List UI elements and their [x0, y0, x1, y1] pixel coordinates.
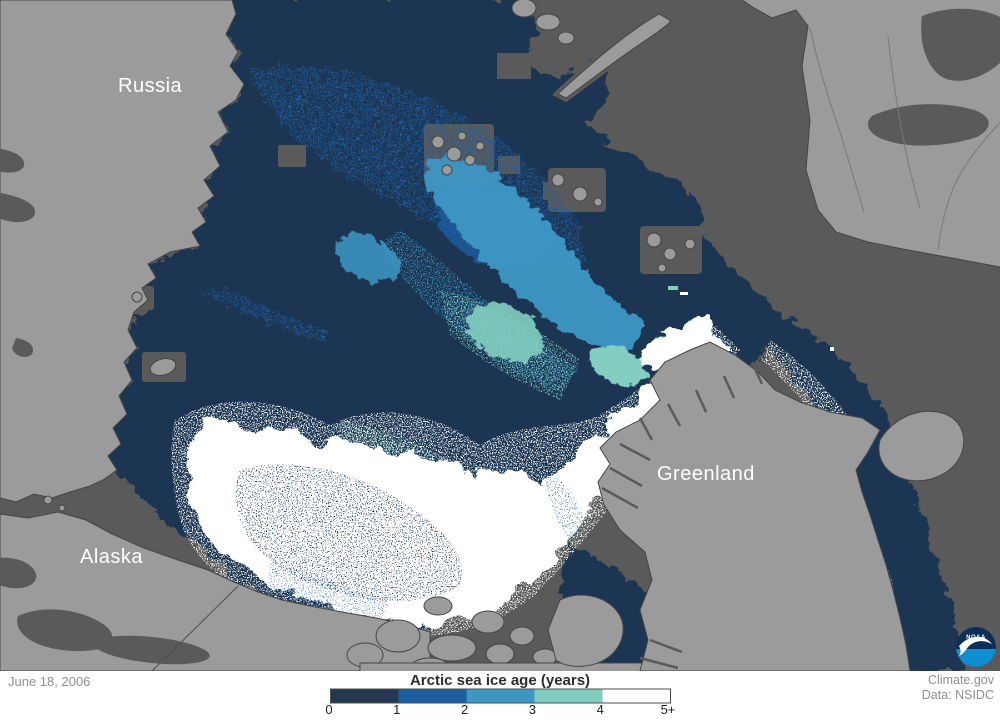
date-label: June 18, 2006	[8, 674, 91, 689]
gulf-of-bothnia	[867, 104, 989, 146]
russia-coastal-waters	[0, 148, 36, 357]
colorbar-tick-4: 4	[596, 702, 604, 717]
label-alaska: Alaska	[80, 546, 143, 568]
colorbar-swatch-1	[398, 689, 467, 703]
credit-data-source: Data: NSIDC	[921, 687, 994, 702]
land-greenland	[597, 341, 911, 671]
svalbard	[646, 232, 696, 273]
severnaya-zemlya	[511, 0, 537, 18]
colorbar-swatch-0	[330, 689, 399, 703]
greenland-fjords	[601, 361, 764, 670]
island	[58, 504, 66, 512]
wrangel-island	[149, 358, 177, 376]
ice-lightblue-band	[424, 156, 646, 350]
colorbar-tick-2: 2	[460, 702, 469, 717]
island	[43, 495, 53, 505]
colorbar-tick-3: 3	[528, 702, 536, 717]
canadian-archipelago-islands	[346, 594, 661, 671]
label-greenland: Greenland	[657, 463, 755, 485]
ice-blue-speckle-coastal	[268, 560, 390, 625]
island	[131, 291, 143, 303]
ice-blue-speckle-nares	[545, 470, 585, 540]
colorbar-border	[330, 688, 671, 704]
ice-white-ne-greenland	[642, 315, 715, 372]
iceland	[878, 410, 965, 482]
colorbar-swatch-2	[466, 689, 535, 703]
ice-east-greenland-band	[762, 318, 965, 671]
arctic-map-svg: Russia Alaska Greenland NOAA	[0, 0, 1000, 671]
label-russia: Russia	[118, 75, 183, 97]
alaska-canada-border-line	[151, 585, 239, 671]
country-borders	[809, 27, 1000, 251]
arctic-islands	[131, 0, 965, 482]
legend-colorbar: 0 1 2 3 4 5+	[314, 671, 686, 720]
colorbar-tick-1: 1	[393, 702, 401, 717]
noaa-logo: NOAA	[956, 627, 996, 668]
colorbar-tick-0: 0	[325, 702, 333, 717]
colorbar-swatch-3	[534, 689, 603, 703]
colorbar-svg	[330, 688, 671, 704]
scandinavia-inland-seas	[867, 8, 1000, 146]
credit-block: Climate.gov Data: NSIDC	[922, 673, 994, 702]
arctic-map: Russia Alaska Greenland NOAA	[0, 0, 1000, 671]
franz-josef-land	[431, 131, 485, 176]
colorbar-tick-5: 5+	[660, 702, 676, 717]
land-russia	[0, 0, 245, 503]
land-masses	[0, 0, 1000, 671]
noaa-logo-text: NOAA	[966, 635, 986, 641]
footer-bar: June 18, 2006 Arctic sea ice age (years)…	[0, 671, 1000, 720]
colorbar-swatch-4	[602, 689, 671, 703]
land-ellesmere	[547, 594, 624, 667]
ice-navy-speckle-on-white	[235, 464, 462, 602]
noaa-seagull-icon	[959, 636, 992, 656]
credit-climate-gov: Climate.gov	[928, 673, 994, 687]
legend-title: Arctic sea ice age (years)	[409, 672, 591, 689]
ice-fragments	[668, 286, 834, 351]
islets	[551, 173, 603, 207]
white-sea	[921, 8, 1000, 81]
